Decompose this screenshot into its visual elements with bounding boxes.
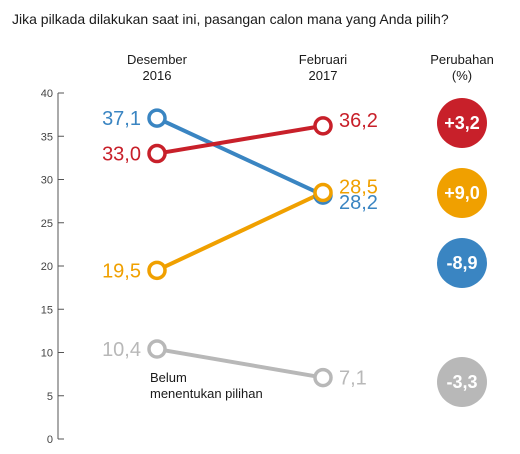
series-end-label: 28,5 bbox=[339, 176, 378, 198]
column-header-right: Februari bbox=[299, 52, 348, 67]
y-axis-ticks: 0 5 10 15 20 25 30 35 40 bbox=[41, 88, 64, 446]
y-tick-label: 40 bbox=[41, 88, 53, 100]
series-start-label: 10,4 bbox=[102, 339, 141, 361]
series-line bbox=[156, 116, 324, 197]
y-tick-label: 15 bbox=[41, 304, 53, 316]
change-badge-label: -3,3 bbox=[446, 372, 477, 392]
column-header-change-unit: (%) bbox=[452, 68, 472, 83]
chart-title: Jika pilkada dilakukan saat ini, pasanga… bbox=[12, 11, 449, 27]
column-header-change: Perubahan bbox=[430, 52, 494, 67]
column-header-left: Desember bbox=[127, 52, 188, 67]
series-start-label: 19,5 bbox=[102, 260, 141, 282]
y-tick-label: 35 bbox=[41, 131, 53, 143]
column-header-right-year: 2017 bbox=[309, 68, 338, 83]
series-start-point bbox=[147, 339, 167, 359]
series-start-point bbox=[147, 143, 167, 164]
y-tick-label: 20 bbox=[41, 261, 53, 273]
series-line bbox=[156, 190, 324, 273]
change-badge-label: -8,9 bbox=[446, 253, 477, 273]
change-badge bbox=[437, 238, 487, 288]
y-tick-label: 5 bbox=[47, 391, 53, 403]
change-badge-label: +9,0 bbox=[444, 183, 480, 203]
column-header-left-year: 2016 bbox=[143, 68, 172, 83]
y-tick-label: 0 bbox=[47, 434, 53, 446]
series-end-label: 36,2 bbox=[339, 110, 378, 132]
series-start-label: 33,0 bbox=[102, 144, 141, 166]
series-end-label: 28,2 bbox=[339, 192, 378, 214]
series-start-label: 37,1 bbox=[102, 108, 141, 130]
series-start-point bbox=[147, 108, 167, 128]
change-badge bbox=[437, 168, 487, 218]
series-end-point bbox=[313, 182, 333, 203]
y-tick-label: 10 bbox=[41, 348, 53, 360]
change-badge bbox=[437, 357, 487, 407]
change-badges: -8,9 +3,2 +9,0 -3,3 bbox=[437, 98, 487, 407]
series-labels: 37,1 28,2 33,0 36,2 19,5 28,5 10,4 7,1 bbox=[102, 108, 378, 390]
series-end-point bbox=[313, 367, 333, 388]
series-line bbox=[156, 123, 324, 156]
series-markers bbox=[147, 108, 333, 388]
change-badge bbox=[437, 98, 487, 148]
series-end-label: 7,1 bbox=[339, 368, 367, 390]
y-tick-label: 30 bbox=[41, 175, 53, 187]
y-tick-label: 25 bbox=[41, 218, 53, 230]
series-line bbox=[156, 347, 324, 380]
annotation-line-1: Belum bbox=[150, 370, 187, 385]
series-lines bbox=[156, 116, 324, 380]
series-end-point bbox=[313, 116, 333, 136]
annotation-line-2: menentukan pilihan bbox=[150, 386, 263, 401]
change-badge-label: +3,2 bbox=[444, 113, 480, 133]
series-start-point bbox=[147, 260, 167, 281]
